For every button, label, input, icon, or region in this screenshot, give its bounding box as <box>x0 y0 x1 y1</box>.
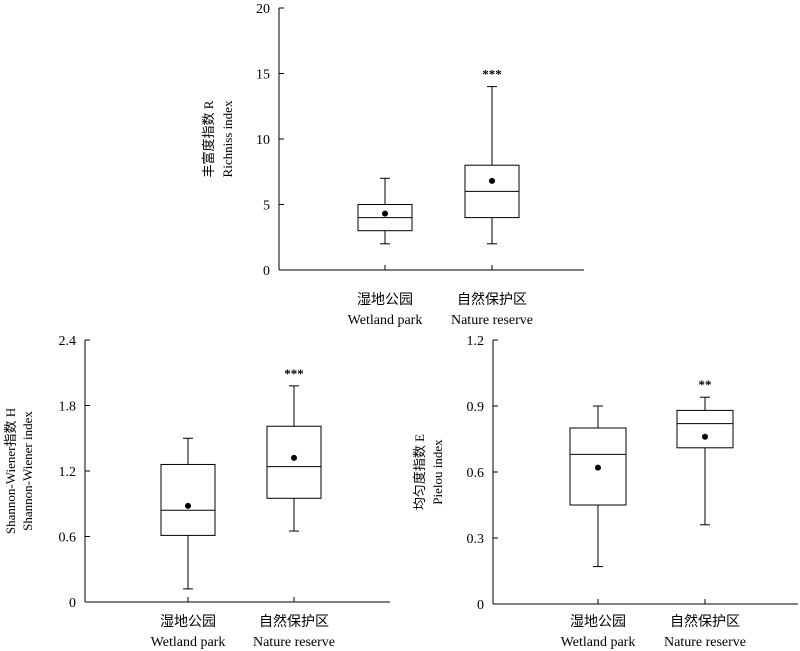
y-tick-label: 1.8 <box>59 400 77 415</box>
chart-panel-1: 0 5 10 15 20 丰富度指数 R Richniss index 湿地公园 Wetland… <box>201 2 584 328</box>
significance-label: *** <box>482 67 502 82</box>
y-tick-label: 15 <box>256 68 270 83</box>
box-2: *** <box>266 366 322 532</box>
mean-marker <box>185 502 191 509</box>
y-tick-label: 1.2 <box>467 334 485 349</box>
y-tick-label: 0.6 <box>467 466 485 481</box>
x-category-label-en: Wetland park <box>151 635 226 650</box>
mean-marker <box>382 210 388 217</box>
box-1 <box>569 405 627 568</box>
box-2: *** <box>464 67 520 245</box>
mean-marker <box>291 454 297 461</box>
chart-panel-3: 0 0.3 0.6 0.9 1.2 均匀度指数 E Pielou index 湿地公园 Wetl… <box>412 334 798 650</box>
y-tick-label: 0 <box>477 598 484 613</box>
y-tick-label: 5 <box>263 199 270 214</box>
mean-marker <box>702 433 708 440</box>
box-1 <box>160 437 216 590</box>
x-category-label: 湿地公园 <box>570 614 626 630</box>
y-tick-label: 10 <box>256 133 270 148</box>
y-tick-label: 0 <box>263 264 270 279</box>
significance-label: *** <box>284 366 304 381</box>
mean-marker <box>489 177 495 184</box>
chart-panel-2: 0 0.6 1.2 1.8 2.4 Shannon-Wiener指数 H Shannon-W… <box>3 334 390 650</box>
iqr-box <box>266 425 322 499</box>
y-axis-label-en: Pielou index <box>430 439 445 505</box>
y-axis-label: 丰富度指数 R <box>201 100 216 177</box>
y-tick-label: 2.4 <box>59 334 77 349</box>
significance-label: ** <box>699 377 712 392</box>
x-category-label-en: Nature reserve <box>253 635 335 650</box>
y-axis-label-en: Shannon-Wiener index <box>20 411 35 531</box>
y-axis-label: Shannon-Wiener指数 H <box>3 408 18 534</box>
x-category-label: 自然保护区 <box>457 291 527 308</box>
x-category-label: 湿地公园 <box>357 292 413 308</box>
box-2: ** <box>676 377 734 526</box>
y-tick-label: 1.2 <box>59 465 77 480</box>
x-category-label: 自然保护区 <box>670 613 740 630</box>
x-category-label: 湿地公园 <box>160 614 216 630</box>
y-axis-label: 均匀度指数 E <box>412 434 427 510</box>
x-category-label-en: Wetland park <box>348 313 423 328</box>
box-1 <box>357 177 413 245</box>
mean-marker <box>595 464 601 471</box>
y-axis-label-en: Richniss index <box>220 100 235 177</box>
iqr-box <box>160 463 216 536</box>
y-tick-label: 0.3 <box>467 532 485 547</box>
y-tick-label: 20 <box>256 2 270 17</box>
x-category-label-en: Wetland park <box>561 635 636 650</box>
y-tick-label: 0.6 <box>59 531 77 546</box>
iqr-box <box>676 409 734 449</box>
y-tick-label: 0.9 <box>467 400 485 415</box>
y-tick-label: 0 <box>69 596 76 611</box>
x-category-label: 自然保护区 <box>259 613 329 630</box>
x-category-label-en: Nature reserve <box>664 635 746 650</box>
x-category-label-en: Nature reserve <box>451 313 533 328</box>
